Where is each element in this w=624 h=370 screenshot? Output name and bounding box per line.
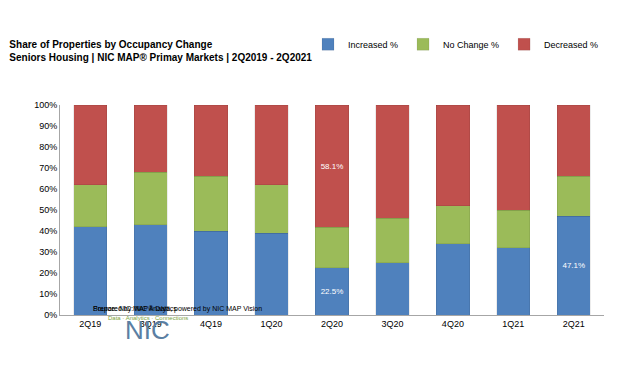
svg-text:47.1%: 47.1% [562,261,585,270]
svg-text:100%: 100% [34,100,57,110]
svg-text:3Q20: 3Q20 [381,319,403,329]
svg-text:10%: 10% [39,289,57,299]
svg-text:1Q20: 1Q20 [261,319,283,329]
svg-text:2Q20: 2Q20 [321,319,343,329]
svg-text:Decreased %: Decreased % [544,40,598,50]
svg-text:0%: 0% [44,310,57,320]
svg-text:1Q21: 1Q21 [502,319,524,329]
svg-text:2Q19: 2Q19 [79,319,101,329]
svg-text:Prepared by: NIC Analytics: Prepared by: NIC Analytics [93,305,177,313]
svg-text:4Q19: 4Q19 [200,319,222,329]
svg-text:Data · Analytics · Connections: Data · Analytics · Connections [108,315,188,321]
svg-text:Source: NIC MAP® Data, powered: Source: NIC MAP® Data, powered by NIC MA… [93,305,262,313]
svg-text:Share of Properties by Occupan: Share of Properties by Occupancy ChangeS… [9,39,312,63]
svg-text:No Change %: No Change % [443,40,499,50]
svg-text:2Q21: 2Q21 [563,319,585,329]
svg-text:30%: 30% [39,247,57,257]
svg-text:3Q19: 3Q19 [140,319,162,329]
svg-text:58.1%: 58.1% [321,162,344,171]
svg-text:50%: 50% [39,205,57,215]
svg-text:40%: 40% [39,226,57,236]
svg-text:90%: 90% [39,121,57,131]
svg-text:4Q20: 4Q20 [442,319,464,329]
svg-text:22.5%: 22.5% [321,287,344,296]
svg-text:60%: 60% [39,184,57,194]
svg-text:70%: 70% [39,163,57,173]
svg-text:20%: 20% [39,268,57,278]
svg-text:80%: 80% [39,142,57,152]
svg-text:Increased %: Increased % [348,40,398,50]
svg-text:NIC: NIC [125,315,170,345]
